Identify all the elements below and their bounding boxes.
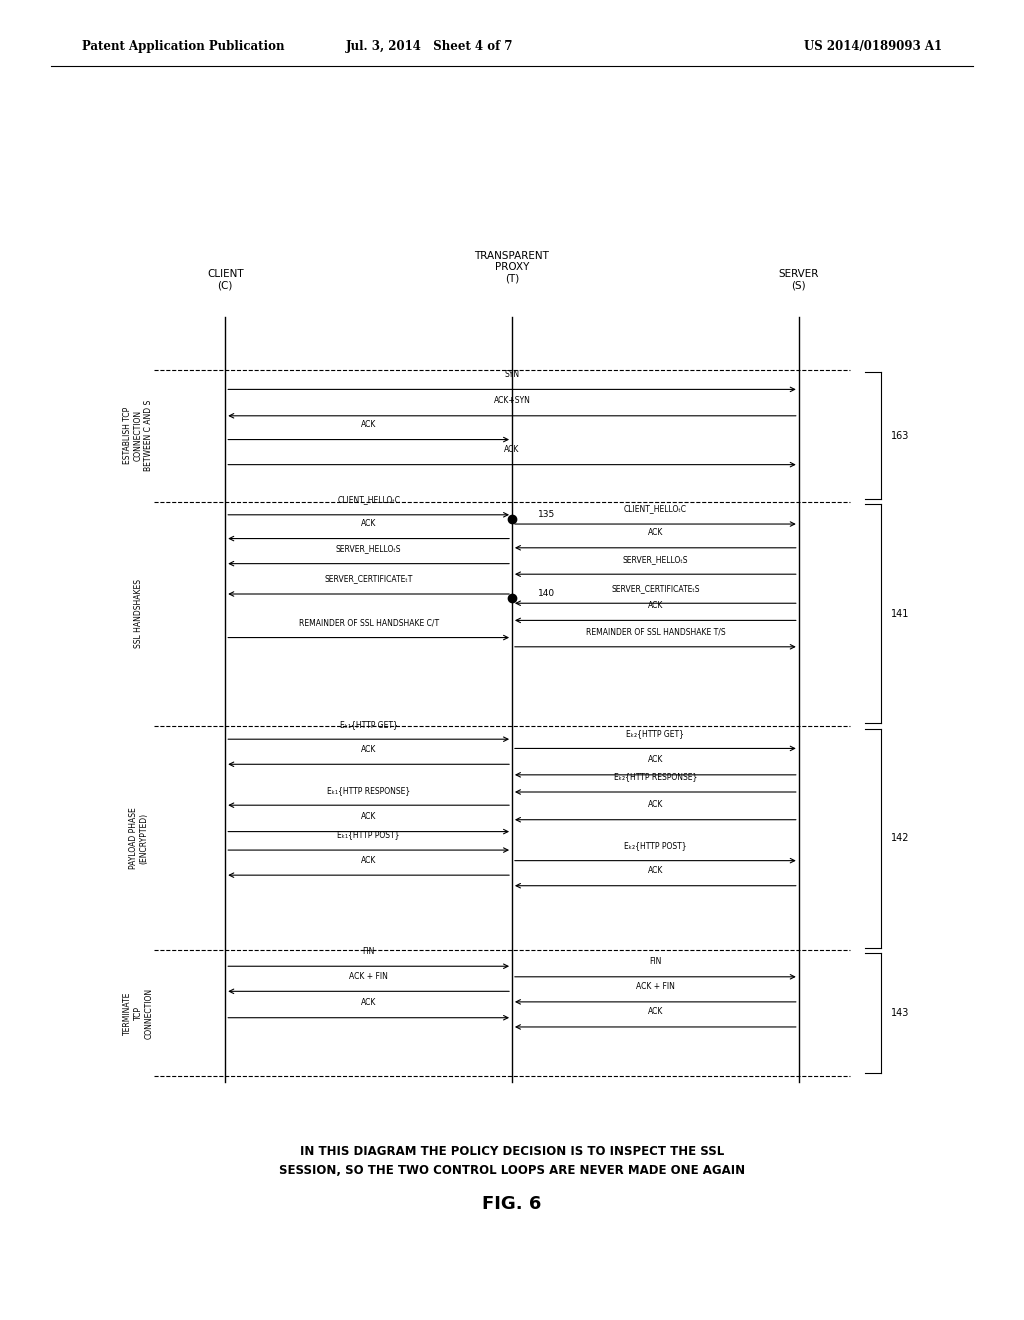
Text: SESSION, SO THE TWO CONTROL LOOPS ARE NEVER MADE ONE AGAIN: SESSION, SO THE TWO CONTROL LOOPS ARE NE… [279,1164,745,1177]
Text: Eₖ₂{HTTP POST}: Eₖ₂{HTTP POST} [624,841,687,850]
Text: ACK+SYN: ACK+SYN [494,396,530,405]
Text: Jul. 3, 2014   Sheet 4 of 7: Jul. 3, 2014 Sheet 4 of 7 [346,40,514,53]
Text: ACK: ACK [647,528,664,537]
Text: ACK: ACK [647,800,664,809]
Text: SERVER
(S): SERVER (S) [778,269,819,290]
Text: ACK: ACK [360,519,377,528]
Text: REMAINDER OF SSL HANDSHAKE C/T: REMAINDER OF SSL HANDSHAKE C/T [299,618,438,627]
Text: 140: 140 [538,590,555,598]
Text: PAYLOAD PHASE
(ENCRYPTED): PAYLOAD PHASE (ENCRYPTED) [129,808,147,869]
Text: US 2014/0189093 A1: US 2014/0189093 A1 [804,40,942,53]
Text: SERVER_CERTIFICATEₜS: SERVER_CERTIFICATEₜS [611,583,699,593]
Text: ACK: ACK [360,812,377,821]
Text: TRANSPARENT
PROXY
(T): TRANSPARENT PROXY (T) [474,251,550,284]
Text: ACK: ACK [647,755,664,764]
Text: IN THIS DIAGRAM THE POLICY DECISION IS TO INSPECT THE SSL: IN THIS DIAGRAM THE POLICY DECISION IS T… [300,1144,724,1158]
Text: CLIENT
(C): CLIENT (C) [207,269,244,290]
Text: ACK: ACK [360,998,377,1007]
Text: 163: 163 [891,430,909,441]
Text: ACK: ACK [360,744,377,754]
Text: FIG. 6: FIG. 6 [482,1195,542,1213]
Text: ACK: ACK [647,866,664,875]
Text: ACK: ACK [360,420,377,429]
Text: 143: 143 [891,1008,909,1018]
Text: Eₖ₂{HTTP GET}: Eₖ₂{HTTP GET} [627,729,684,738]
Text: ACK: ACK [504,445,520,454]
Text: SERVER_HELLOₜS: SERVER_HELLOₜS [623,554,688,564]
Text: Eₖ₂{HTTP RESPONSE}: Eₖ₂{HTTP RESPONSE} [613,772,697,781]
Text: SYN: SYN [505,370,519,379]
Text: CLIENT_HELLOₜC: CLIENT_HELLOₜC [624,504,687,513]
Text: Eₖ₁{HTTP POST}: Eₖ₁{HTTP POST} [337,830,400,840]
Text: Eₖ₁{HTTP GET}: Eₖ₁{HTTP GET} [340,719,397,729]
Text: SSL HANDSHAKES: SSL HANDSHAKES [134,579,142,648]
Text: CLIENT_HELLOₜC: CLIENT_HELLOₜC [337,495,400,504]
Text: ACK: ACK [647,1007,664,1016]
Text: FIN: FIN [649,957,662,966]
Text: 135: 135 [538,511,555,519]
Text: SERVER_CERTIFICATEₜT: SERVER_CERTIFICATEₜT [325,574,413,583]
Text: REMAINDER OF SSL HANDSHAKE T/S: REMAINDER OF SSL HANDSHAKE T/S [586,627,725,636]
Text: ACK: ACK [647,601,664,610]
Text: ESTABLISH TCP
CONNECTION
BETWEEN C AND S: ESTABLISH TCP CONNECTION BETWEEN C AND S [123,400,154,471]
Text: Eₖ₁{HTTP RESPONSE}: Eₖ₁{HTTP RESPONSE} [327,785,411,795]
Text: 141: 141 [891,609,909,619]
Text: ACK + FIN: ACK + FIN [349,972,388,981]
Text: 142: 142 [891,833,909,843]
Text: ACK + FIN: ACK + FIN [636,982,675,991]
Text: Patent Application Publication: Patent Application Publication [82,40,285,53]
Text: SERVER_HELLOₜS: SERVER_HELLOₜS [336,544,401,553]
Text: ACK: ACK [360,855,377,865]
Text: FIN: FIN [362,946,375,956]
Text: TERMINATE
TCP
CONNECTION: TERMINATE TCP CONNECTION [123,987,154,1039]
